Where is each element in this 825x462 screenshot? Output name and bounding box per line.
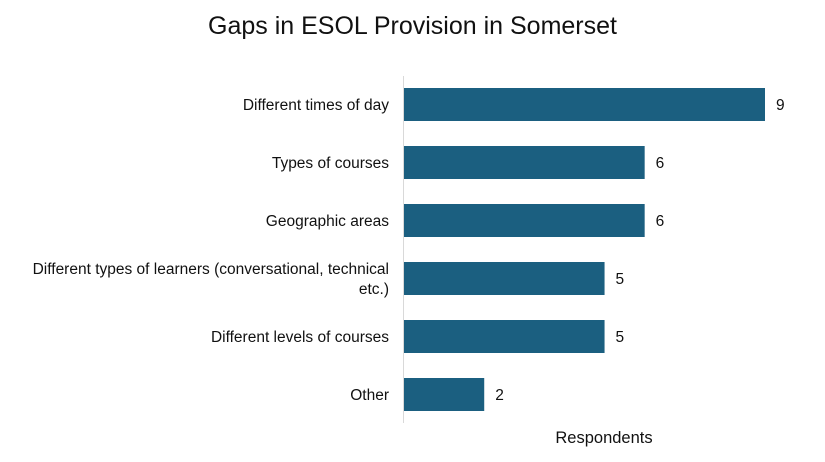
bar-value-label: 6	[656, 213, 665, 230]
bar-value-label: 5	[616, 329, 625, 346]
bar-value-label: 9	[776, 97, 785, 114]
category-label: Geographic areas	[266, 213, 389, 230]
bar	[404, 146, 645, 179]
bar	[404, 88, 765, 121]
category-label-line: Different times of day	[243, 97, 389, 114]
bar-value-label: 6	[656, 155, 665, 172]
category-label-line: Other	[350, 387, 389, 404]
category-label-line: Different levels of courses	[211, 329, 389, 346]
bar	[404, 204, 645, 237]
bar-value-label: 2	[495, 387, 504, 404]
x-axis-title: Respondents	[555, 429, 652, 447]
category-label: Types of courses	[272, 155, 389, 172]
category-label-line: Geographic areas	[266, 213, 389, 230]
category-label-line: etc.)	[359, 281, 389, 298]
category-label: Other	[350, 387, 389, 404]
category-label: Different types of learners (conversatio…	[33, 261, 389, 298]
chart-title: Gaps in ESOL Provision in Somerset	[208, 12, 617, 40]
bar	[404, 262, 605, 295]
category-label: Different times of day	[243, 97, 389, 114]
bar	[404, 378, 485, 411]
category-label-line: Different types of learners (conversatio…	[33, 261, 389, 278]
bar-value-label: 5	[616, 271, 625, 288]
category-label-line: Types of courses	[272, 155, 389, 172]
bar	[404, 320, 605, 353]
bars-layer: 9 Different times of day 6 Types of courses…	[33, 88, 785, 411]
category-label: Different levels of courses	[211, 329, 389, 346]
